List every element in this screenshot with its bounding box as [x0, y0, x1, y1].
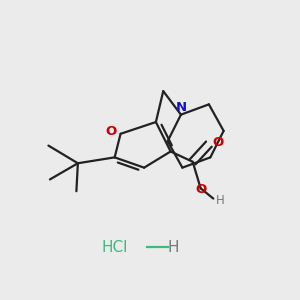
Text: HCl: HCl: [101, 240, 128, 255]
Text: H: H: [168, 240, 179, 255]
Text: O: O: [212, 136, 223, 149]
Text: H: H: [216, 194, 225, 207]
Text: N: N: [176, 101, 187, 114]
Text: O: O: [106, 125, 117, 138]
Text: O: O: [195, 183, 206, 196]
